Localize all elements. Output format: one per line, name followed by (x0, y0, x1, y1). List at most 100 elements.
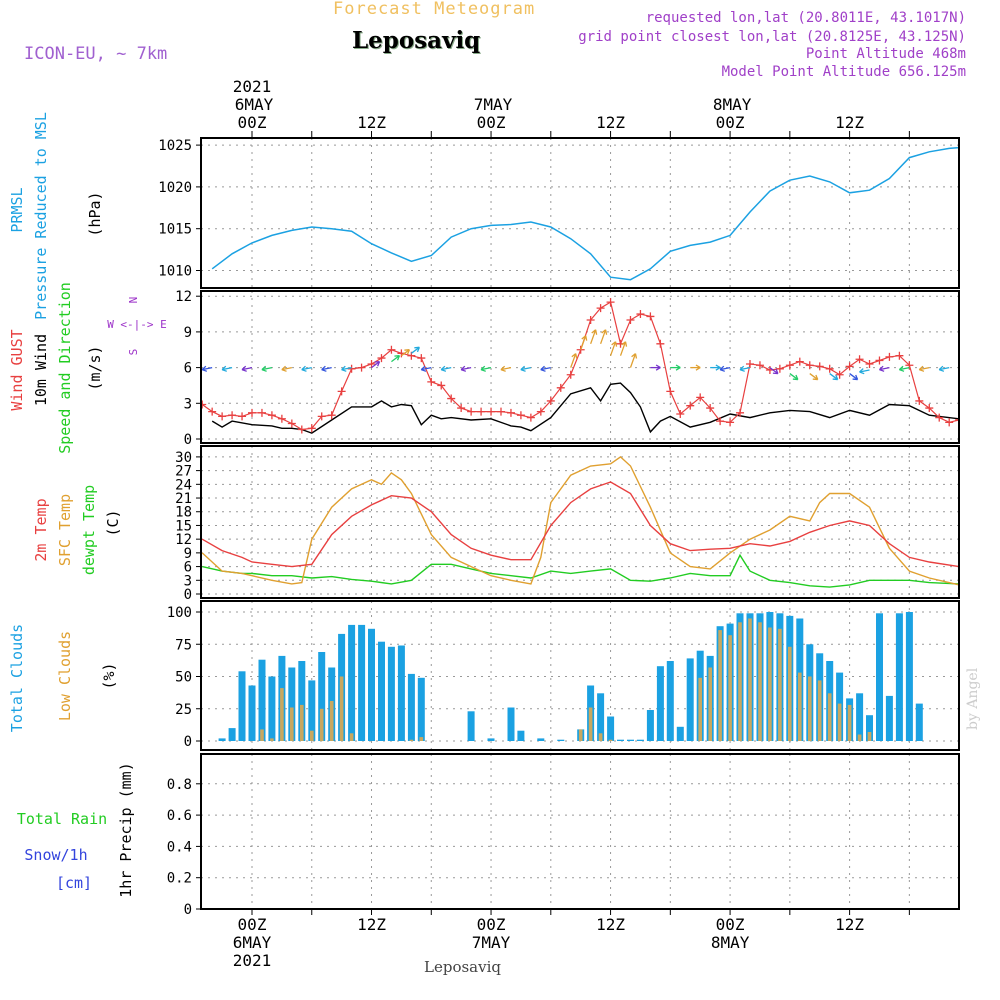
point-altitude: Point Altitude 468m (805, 46, 966, 62)
total-cloud-bar (288, 667, 296, 741)
data-layer (201, 146, 959, 910)
year-label-bottom: 2021 (233, 951, 272, 970)
wind-direction-arrowhead (480, 365, 486, 372)
wind-direction-arrowhead (440, 365, 447, 372)
wind-gust-marker (327, 411, 336, 420)
low-cloud-bar (290, 707, 294, 741)
wind-direction-arrowhead (772, 368, 779, 375)
total-cloud-bar (636, 739, 644, 741)
wind-direction-arrowhead (601, 329, 608, 335)
wind-10m-line (211, 382, 959, 434)
total-cloud-bar (417, 677, 425, 741)
y-tick-label: 3 (184, 396, 192, 412)
y-tick-label: 18 (175, 505, 192, 521)
wind-direction-arrow (899, 366, 910, 371)
low-cloud-bar (310, 730, 314, 741)
wind-gust-marker (646, 312, 655, 321)
total-cloud-bar (507, 707, 515, 741)
wind-gust-marker (248, 408, 256, 417)
wind-gust-marker (287, 419, 296, 428)
wind-direction-arrow (629, 353, 637, 368)
gridlines (201, 138, 959, 910)
total-cloud-bar (238, 671, 246, 741)
wind-direction-arrowhead (571, 353, 578, 359)
wind-direction-arrowhead (241, 365, 247, 372)
wind-direction-arrowhead (414, 346, 420, 353)
wind-gust-marker (317, 412, 326, 421)
footer-location: Leposaviq (424, 958, 501, 976)
wind-gust-marker (855, 355, 864, 364)
x-tick-label-bottom: 12Z (357, 915, 386, 934)
x-tick-label-bottom: 12Z (835, 915, 864, 934)
y-tick-label: 0 (184, 902, 192, 918)
wind-direction-arrow (580, 335, 587, 350)
total-cloud-bar (487, 738, 495, 741)
x-tick-label-top: 12Z (357, 113, 386, 132)
wind-direction-arrowhead (879, 365, 885, 372)
wind-gust-marker (755, 361, 764, 370)
x-tick-label-bottom: 00Z (477, 915, 506, 934)
low-cloud-bar (419, 737, 424, 741)
wind-direction-arrow (570, 353, 577, 368)
wind-direction-arrowhead (301, 365, 307, 372)
wind-gust-marker (626, 316, 635, 324)
low-cloud-bar (748, 618, 752, 741)
text-layer: 1010101510201025036912036912151821242730… (8, 77, 864, 970)
low-cloud-bar (409, 739, 414, 741)
total-cloud-bar (607, 716, 615, 741)
year-label-top: 2021 (233, 77, 272, 96)
wind-gust-marker (706, 404, 715, 413)
temp-2m-line (201, 481, 959, 568)
wind-direction-arrowhead (611, 341, 618, 347)
wind-gust-marker (666, 387, 675, 396)
model-label: ICON-EU, ~ 7km (24, 44, 168, 64)
wind-direction-arrowhead (540, 365, 546, 372)
wind-direction-arrow (769, 367, 779, 375)
wind-gust-marker (467, 407, 476, 416)
cloud-ylabel: (%) (100, 662, 118, 689)
y-tick-label: 12 (175, 532, 192, 548)
y-tick-label: 0 (184, 734, 192, 750)
wind-gust-marker (387, 345, 396, 354)
wind-direction-arrow (221, 366, 233, 371)
wind-gust-marker (267, 411, 276, 420)
wind-gust-marker (726, 418, 735, 427)
low-cloud-bar (578, 729, 583, 741)
y-tick-label: 9 (184, 325, 192, 341)
total-cloud-bar (885, 695, 893, 741)
low-cloud-bar (708, 667, 712, 741)
wind-label-gust: Wind GUST (8, 329, 26, 410)
pressure-line (211, 146, 959, 281)
panel-frame (200, 445, 960, 599)
wind-gust-marker (885, 352, 894, 361)
day-label-top: 6MAY (235, 95, 274, 114)
wind-gust-marker (277, 414, 286, 423)
total-cloud-bar (597, 693, 605, 741)
wind-direction-arrow (500, 366, 512, 371)
panel-frame (200, 600, 960, 751)
wind-direction-arrowhead (918, 365, 925, 372)
wind-direction-arrow (401, 349, 410, 357)
total-cloud-bar (646, 710, 654, 741)
credit-label: by Angel (965, 667, 981, 730)
wind-direction-arrowhead (581, 335, 588, 341)
low-cloud-bar (758, 622, 762, 741)
wind-gust-marker (566, 370, 575, 379)
wind-direction-arrowhead (812, 374, 819, 381)
low-cloud-bar (698, 677, 702, 741)
wind-direction-arrowhead (520, 365, 526, 372)
wind-gust-marker (377, 354, 386, 363)
wind-direction-arrow (789, 373, 799, 381)
wind-direction-arrowhead (591, 329, 598, 335)
wind-gust-marker (925, 404, 934, 413)
wind-gust-marker (337, 387, 346, 396)
wind-gust-marker (526, 413, 535, 422)
wind-gust-marker (736, 408, 745, 417)
wind-direction-arrow (520, 366, 532, 371)
low-cloud-bar (349, 733, 354, 741)
total-cloud-bar (387, 646, 395, 741)
wind-direction-arrowhead (675, 364, 681, 371)
x-tick-label-bottom: 00Z (238, 915, 267, 934)
wind-direction-arrowhead (394, 355, 401, 361)
